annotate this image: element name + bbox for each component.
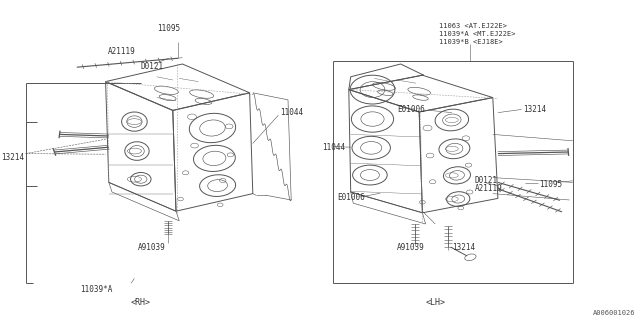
- Text: 11095: 11095: [540, 180, 563, 189]
- Text: D0121: D0121: [141, 62, 164, 71]
- Text: E01006: E01006: [397, 105, 424, 114]
- Text: 13214: 13214: [452, 244, 475, 252]
- Text: A21119: A21119: [475, 184, 502, 193]
- Text: <RH>: <RH>: [131, 298, 151, 307]
- Text: 13214: 13214: [1, 153, 24, 162]
- Text: 11044: 11044: [323, 143, 346, 152]
- Text: 11039*A <MT.EJ22E>: 11039*A <MT.EJ22E>: [439, 31, 516, 37]
- Text: A91039: A91039: [138, 243, 165, 252]
- Text: 13214: 13214: [523, 105, 546, 114]
- Text: 11063 <AT.EJ22E>: 11063 <AT.EJ22E>: [439, 23, 507, 29]
- Text: A91039: A91039: [397, 244, 424, 252]
- Text: A006001026: A006001026: [593, 310, 635, 316]
- Text: 11039*B <EJ18E>: 11039*B <EJ18E>: [439, 39, 503, 44]
- Text: E01006: E01006: [337, 193, 365, 202]
- Text: <LH>: <LH>: [425, 298, 445, 307]
- Text: 11039*A: 11039*A: [80, 285, 113, 294]
- Text: 11044: 11044: [280, 108, 303, 117]
- Text: 11095: 11095: [157, 24, 180, 33]
- Text: A21119: A21119: [108, 47, 135, 56]
- Text: D0121: D0121: [475, 176, 498, 185]
